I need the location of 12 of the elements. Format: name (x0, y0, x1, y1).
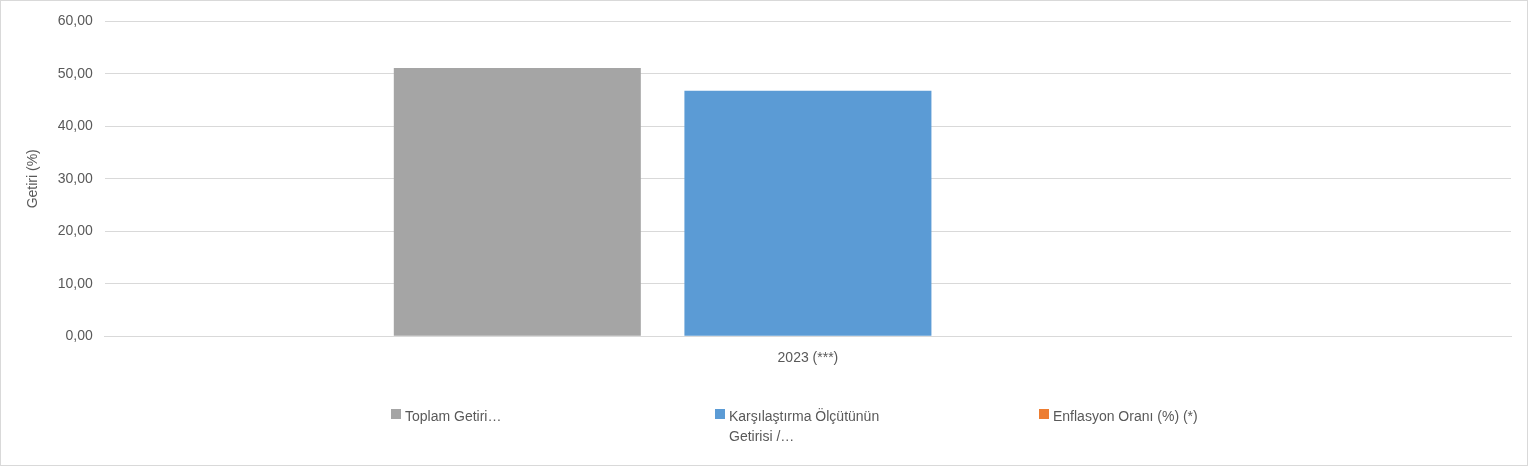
y-tick-label: 50,00 (57, 64, 94, 81)
y-tick-label: 10,00 (57, 274, 94, 291)
y-tick-label: 0,00 (65, 327, 94, 344)
x-tick-label: 2023 (***) (777, 349, 839, 366)
y-tick-label: 60,00 (57, 12, 94, 29)
y-tick-label: 30,00 (57, 169, 94, 186)
legend-label: Karşılaştırma Ölçütünün Getirisi /… (729, 407, 881, 446)
y-axis-title: Getiri (%) (24, 149, 41, 209)
y-tick-label: 40,00 (57, 117, 94, 134)
legend-label: Enflasyon Oranı (%) (*) (1053, 407, 1199, 426)
y-tick-label: 20,00 (57, 222, 94, 239)
legend-label: Toplam Getiri… (405, 407, 503, 426)
